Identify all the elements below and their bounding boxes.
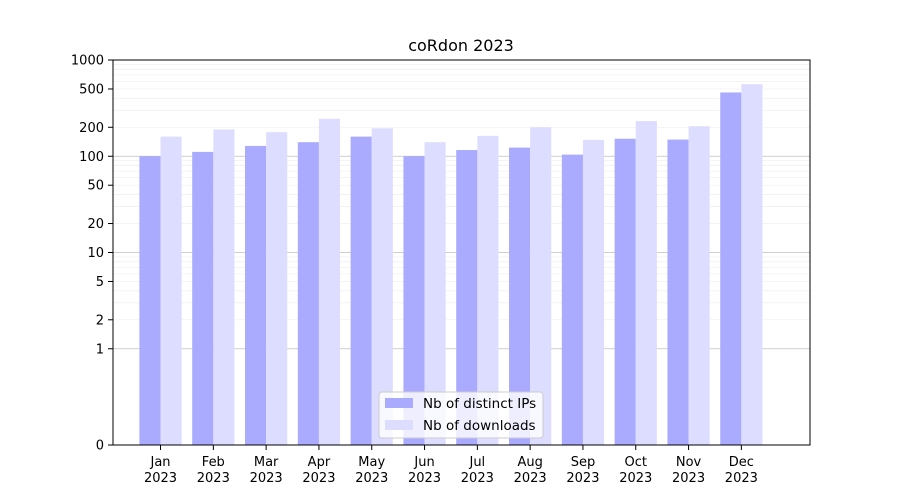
x-tick-label-year: 2023 — [514, 471, 547, 486]
legend-label: Nb of downloads — [423, 418, 536, 434]
y-tick-label: 100 — [79, 150, 104, 165]
bar-downloads — [688, 126, 710, 446]
x-tick-label-year: 2023 — [461, 471, 494, 486]
x-tick-label-year: 2023 — [355, 471, 388, 486]
bar-ips — [350, 136, 372, 445]
bar-ips — [561, 154, 583, 445]
y-tick-label: 200 — [79, 121, 104, 136]
bar-downloads — [160, 136, 182, 445]
x-tick-label-year: 2023 — [566, 471, 599, 486]
bar-ips — [403, 156, 425, 445]
x-tick-label-year: 2023 — [408, 471, 441, 486]
x-tick-label-year: 2023 — [672, 471, 705, 486]
x-axis-ticks: Jan2023Feb2023Mar2023Apr2023May2023Jun20… — [144, 445, 758, 486]
legend-box — [378, 391, 544, 439]
bar-downloads — [318, 118, 341, 446]
y-tick-label: 5 — [96, 275, 104, 290]
bar-ips — [720, 92, 742, 445]
chart-title: coRdon 2023 — [408, 36, 514, 55]
legend-label: Nb of distinct IPs — [423, 396, 536, 412]
x-tick-label-month: Jul — [468, 455, 485, 470]
bar-downloads — [424, 142, 446, 445]
x-tick-label-month: Mar — [254, 455, 279, 470]
x-tick-label-month: Sep — [571, 455, 596, 470]
legend-swatch — [385, 420, 413, 430]
bars — [139, 84, 763, 446]
y-tick-label: 10 — [87, 246, 104, 261]
x-tick-label-year: 2023 — [619, 471, 652, 486]
x-tick-label-month: Jun — [413, 455, 434, 470]
bar-ips — [139, 156, 161, 445]
x-tick-label-month: Apr — [308, 455, 331, 470]
x-tick-label-year: 2023 — [725, 471, 758, 486]
axes-frame — [112, 59, 811, 446]
y-tick-label: 0 — [96, 439, 104, 454]
bar-ips — [614, 138, 636, 445]
bar-ips — [192, 151, 214, 445]
bar-downloads — [477, 135, 499, 445]
bar-downloads — [635, 121, 657, 446]
y-tick-label: 50 — [87, 179, 104, 194]
bar-downloads — [741, 84, 763, 445]
x-tick-label-month: Dec — [729, 455, 754, 470]
y-tick-label: 20 — [87, 217, 104, 232]
legend: Nb of distinct IPs Nb of downloads — [378, 391, 544, 439]
bar-ips — [456, 150, 478, 446]
bar-downloads — [582, 139, 605, 445]
y-axis-ticks: 0 1 2 5 10 20 50 100 200 500 1000 — [71, 54, 113, 454]
x-tick-label-month: Oct — [625, 455, 647, 470]
x-tick-label-year: 2023 — [302, 471, 335, 486]
legend-swatch — [385, 398, 413, 408]
bar-ips — [509, 147, 531, 446]
bar-ips — [667, 139, 689, 446]
x-tick-label-month: Aug — [517, 455, 542, 470]
y-tick-label: 2 — [96, 313, 104, 328]
bar-downloads — [266, 132, 288, 445]
x-tick-label-year: 2023 — [144, 471, 177, 486]
x-tick-label-month: Feb — [202, 455, 225, 470]
x-tick-label-month: Nov — [676, 455, 702, 470]
bar-downloads — [530, 127, 552, 445]
y-tick-label: 1000 — [71, 54, 104, 69]
bar-ips — [297, 142, 319, 445]
y-tick-label: 500 — [79, 82, 104, 97]
x-tick-label-month: May — [358, 455, 385, 470]
bar-downloads — [213, 129, 235, 445]
x-tick-label-year: 2023 — [250, 471, 283, 486]
y-tick-label: 1 — [96, 342, 104, 357]
bar-ips — [245, 145, 267, 446]
x-tick-label-month: Jan — [149, 455, 170, 470]
bar-downloads — [371, 128, 393, 445]
x-tick-label-year: 2023 — [197, 471, 230, 486]
